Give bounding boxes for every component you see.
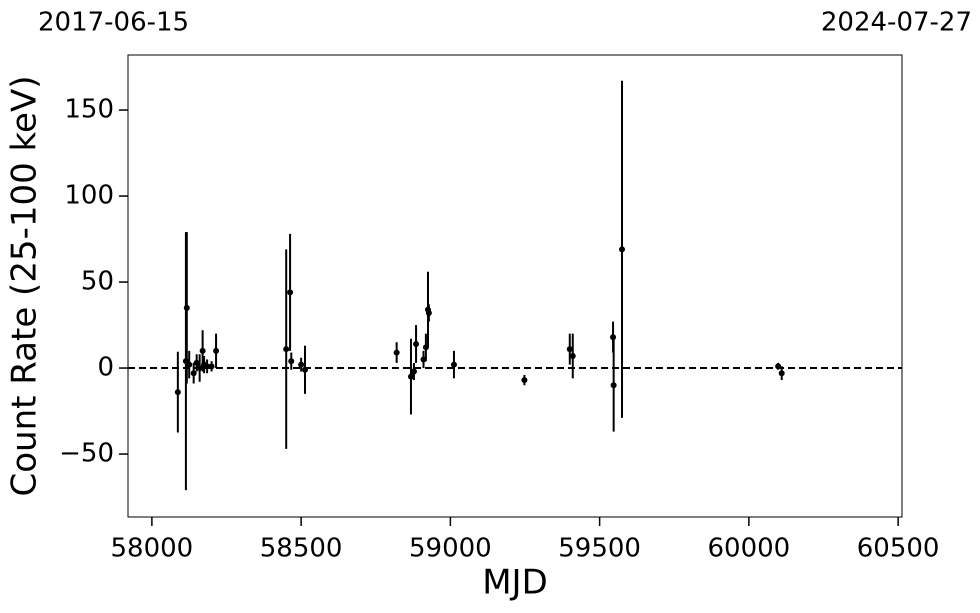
data-point <box>619 246 626 253</box>
top-left-date: 2017-06-15 <box>38 8 189 38</box>
data-point <box>183 304 190 311</box>
data-point <box>610 382 617 389</box>
plot-frame <box>127 54 903 518</box>
data-point <box>450 361 457 368</box>
y-tick-label: −50 <box>59 439 114 469</box>
data-point <box>569 353 576 360</box>
data-point <box>610 334 617 341</box>
data-point <box>193 359 200 366</box>
data-point <box>302 366 309 373</box>
x-tick-label: 58500 <box>260 534 343 564</box>
x-tick-label: 60000 <box>708 534 791 564</box>
data-point <box>425 310 432 317</box>
data-point <box>190 370 197 377</box>
data-point <box>566 346 573 353</box>
data-point <box>283 346 290 353</box>
y-tick-label: 0 <box>97 353 114 383</box>
data-point <box>521 377 528 384</box>
data-point <box>775 363 782 370</box>
data-point <box>174 389 181 396</box>
x-tick-label: 59000 <box>409 534 492 564</box>
y-tick-label: 150 <box>64 95 114 125</box>
data-point <box>213 347 220 354</box>
data-point <box>288 358 295 365</box>
data-point <box>410 368 417 375</box>
x-tick-label: 58000 <box>111 534 194 564</box>
y-axis-label: Count Rate (25-100 keV) <box>5 76 45 497</box>
data-point <box>199 347 206 354</box>
data-point <box>204 363 211 370</box>
data-point <box>287 289 294 296</box>
data-point <box>413 340 420 347</box>
data-point <box>407 373 414 380</box>
top-right-date: 2024-07-27 <box>821 8 972 38</box>
data-point <box>186 361 193 368</box>
x-tick-label: 59500 <box>558 534 641 564</box>
data-point <box>196 365 203 372</box>
data-point <box>393 349 400 356</box>
y-tick-label: 50 <box>81 267 114 297</box>
data-point <box>778 370 785 377</box>
y-tick-label: 100 <box>64 181 114 211</box>
data-point <box>208 363 215 370</box>
data-point <box>298 361 305 368</box>
x-axis-label: MJD <box>482 563 548 603</box>
x-tick-label: 60500 <box>857 534 940 564</box>
